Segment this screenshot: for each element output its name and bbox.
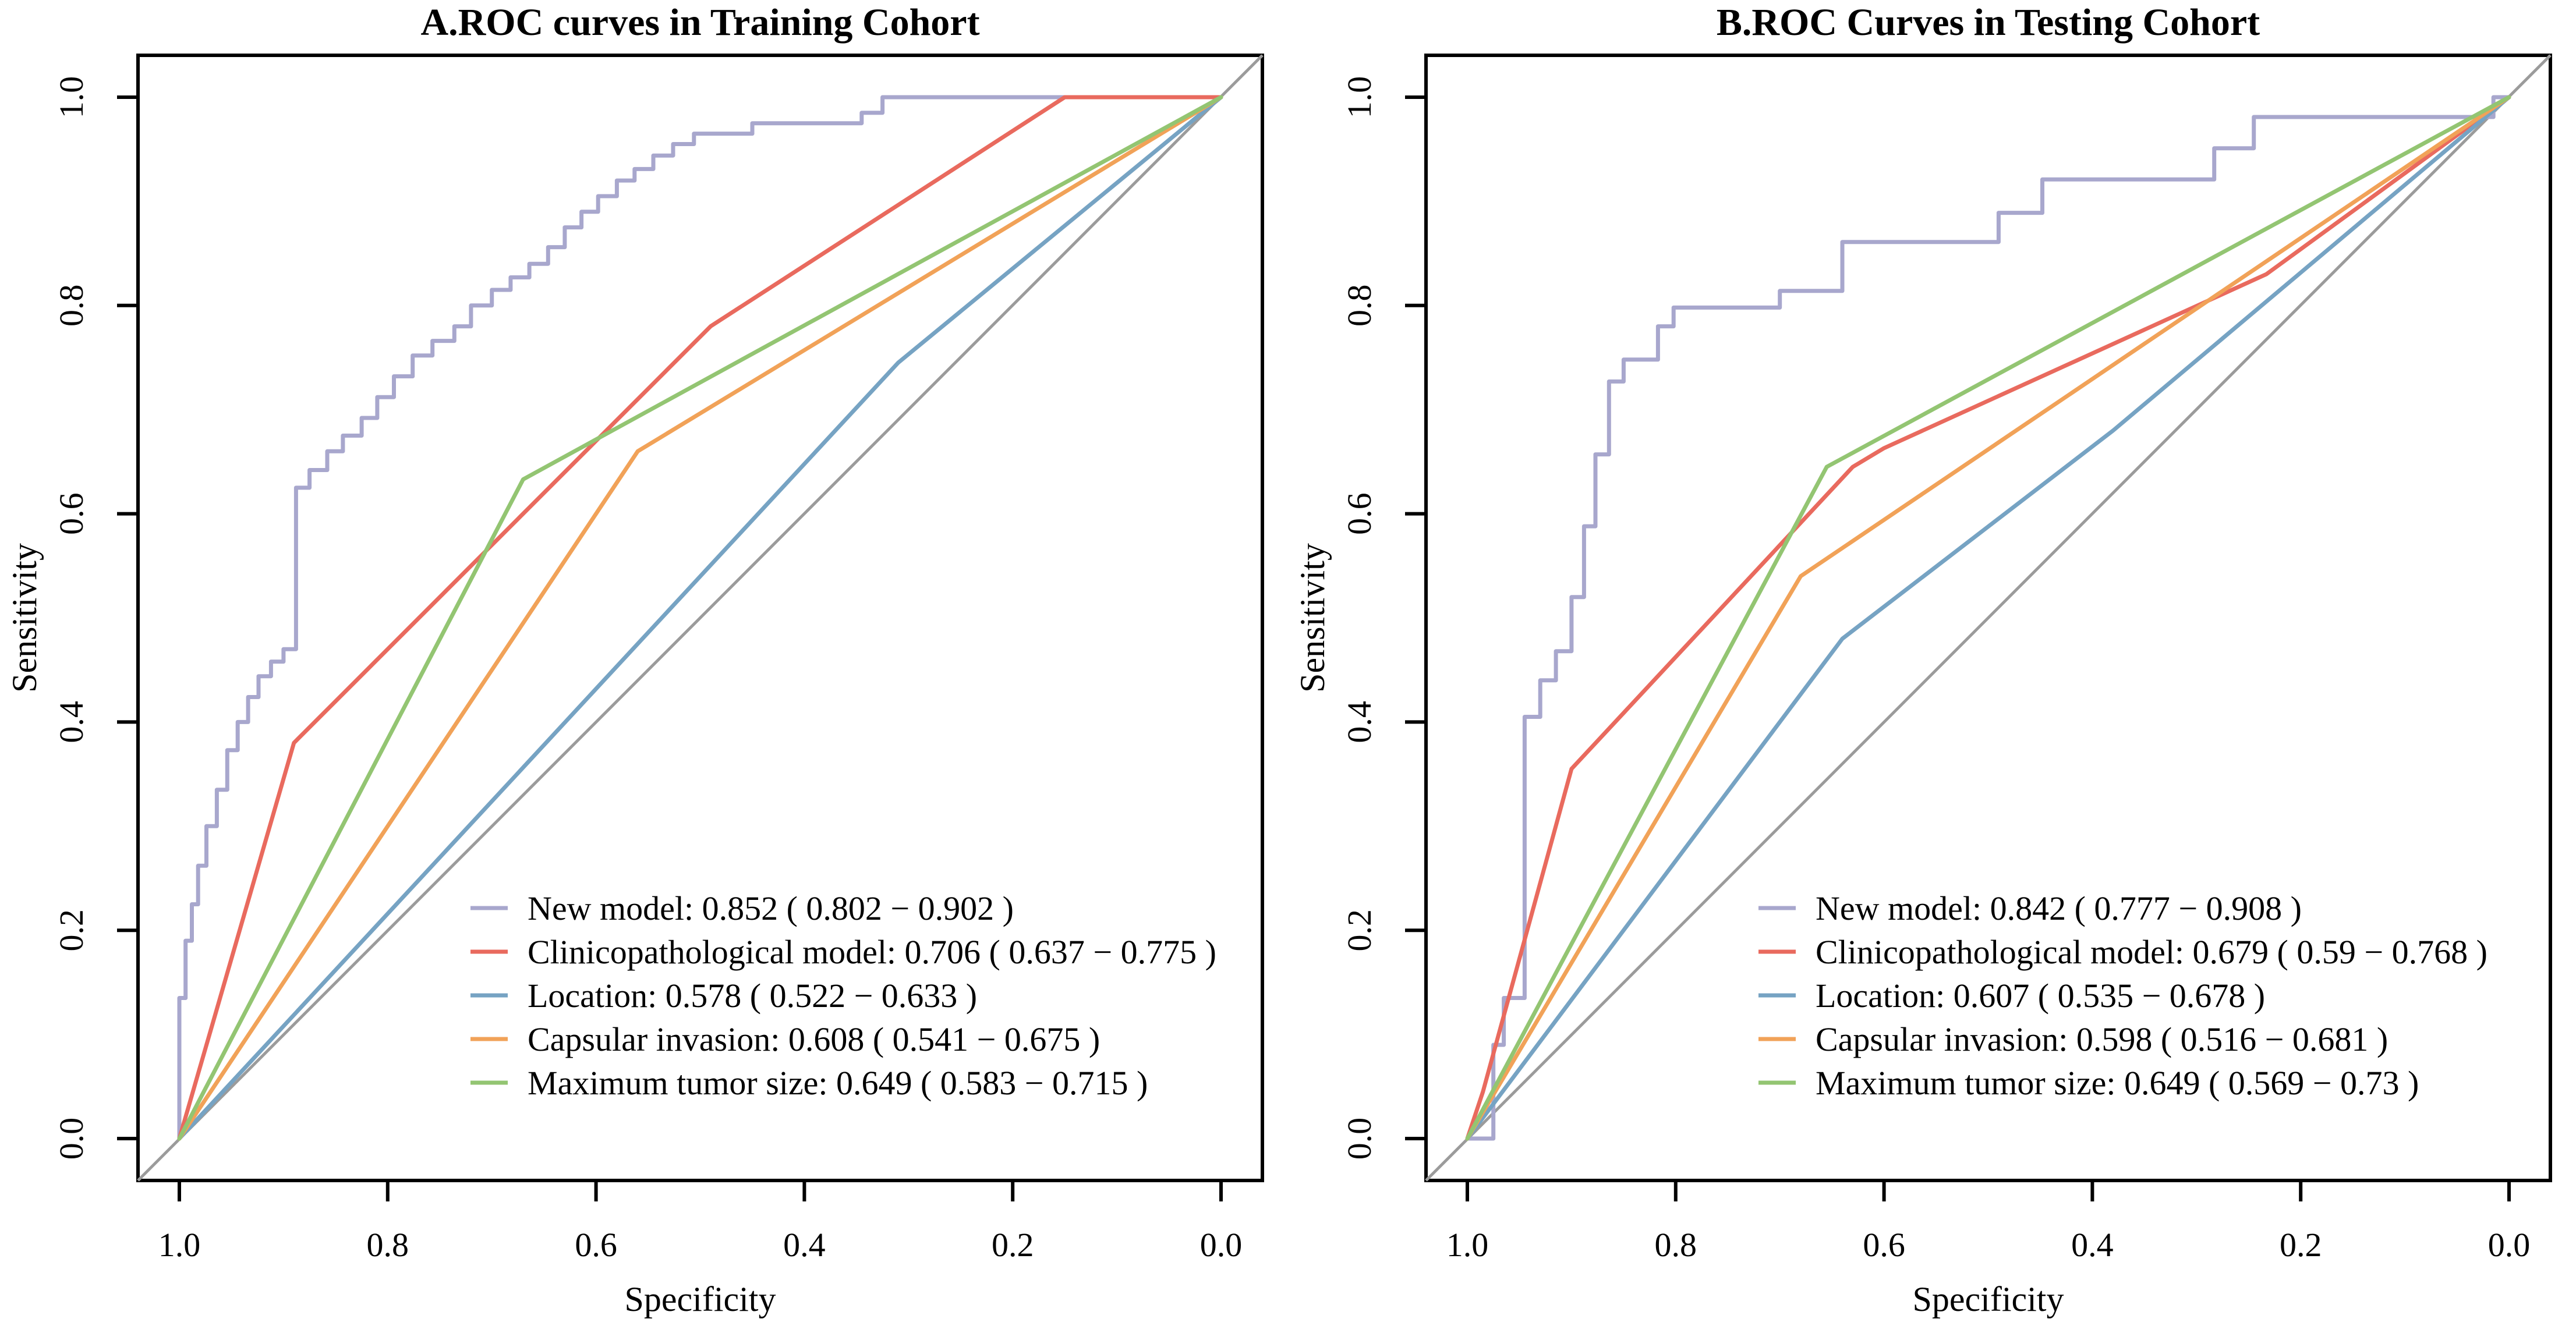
legend-entry: Clinicopathological model: 0.679 ( 0.59 …	[1816, 933, 2487, 971]
plot-box	[136, 54, 1264, 1182]
legend-entry: Clinicopathological model: 0.706 ( 0.637…	[528, 933, 1216, 971]
x-tick-label: 1.0	[1446, 1226, 1489, 1264]
x-tick-label: 0.8	[1655, 1226, 1697, 1264]
legend-entry: New model: 0.842 ( 0.777 − 0.908 )	[1816, 889, 2302, 927]
legend-entry: Maximum tumor size: 0.649 ( 0.569 − 0.73…	[1816, 1064, 2419, 1102]
y-tick-label: 0.6	[1340, 492, 1378, 535]
y-tick-label: 0.8	[1340, 285, 1378, 327]
roc-curve-new-model	[1465, 95, 2511, 1141]
x-tick-label: 0.0	[2488, 1226, 2531, 1264]
x-axis-label: Specificity	[625, 1280, 776, 1318]
roc-curve-location	[177, 95, 1223, 1141]
legend-entry: Capsular invasion: 0.598 ( 0.516 − 0.681…	[1816, 1020, 2388, 1058]
y-tick-label: 0.2	[52, 909, 90, 952]
roc-curve-clinicopathological-model	[177, 95, 1223, 1141]
y-tick-label: 1.0	[1340, 76, 1378, 119]
roc-curve-capsular-invasion	[1465, 95, 2511, 1141]
reference-diagonal	[137, 54, 1264, 1182]
legend-entry: New model: 0.852 ( 0.802 − 0.902 )	[528, 889, 1014, 927]
panel-testing-cohort: B.ROC Curves in Testing Cohort 1.0 0.8 0.6 0…	[1288, 0, 2576, 1326]
y-tick-label: 0.4	[1340, 701, 1378, 743]
y-tick-label: 0.6	[52, 492, 90, 535]
x-tick-label: 0.4	[2071, 1226, 2114, 1264]
reference-diagonal	[1425, 54, 2552, 1182]
y-tick-label: 1.0	[52, 76, 90, 119]
y-tick-label: 0.0	[1340, 1118, 1378, 1160]
legend-entry: Location: 0.578 ( 0.522 − 0.633 )	[528, 977, 977, 1015]
x-axis-label: Specificity	[1913, 1280, 2064, 1318]
y-tick-label: 0.2	[1340, 909, 1378, 952]
legend-entry: Location: 0.607 ( 0.535 − 0.678 )	[1816, 977, 2265, 1015]
legend-entry: Capsular invasion: 0.608 ( 0.541 − 0.675…	[528, 1020, 1100, 1058]
x-tick-label: 0.2	[992, 1226, 1034, 1264]
roc-curve-capsular-invasion	[177, 95, 1223, 1141]
plot-box	[1424, 54, 2552, 1182]
y-axis-label: Sensitivity	[5, 543, 44, 693]
x-tick-label: 0.4	[783, 1226, 826, 1264]
chart-title: A.ROC curves in Training Cohort	[420, 1, 979, 44]
roc-curve-location	[1465, 95, 2511, 1141]
x-tick-label: 0.8	[367, 1226, 409, 1264]
x-tick-label: 0.2	[2280, 1226, 2322, 1264]
y-tick-label: 0.0	[52, 1118, 90, 1160]
roc-curve-new-model	[177, 95, 1223, 1141]
legend-entry: Maximum tumor size: 0.649 ( 0.583 − 0.71…	[528, 1064, 1148, 1102]
x-tick-label: 0.6	[575, 1226, 617, 1264]
y-tick-label: 0.4	[52, 701, 90, 743]
chart-title: B.ROC Curves in Testing Cohort	[1717, 1, 2260, 44]
x-tick-label: 1.0	[158, 1226, 201, 1264]
roc-curve-maximum-tumor-size	[1465, 95, 2511, 1141]
y-tick-label: 0.8	[52, 285, 90, 327]
roc-chart-training: A.ROC curves in Training Cohort 1.0 0.8 0.6…	[5, 1, 1264, 1318]
panel-training-cohort: A.ROC curves in Training Cohort 1.0 0.8 0.6…	[5, 1, 1264, 1318]
x-tick-label: 0.6	[1863, 1226, 1905, 1264]
roc-curve-clinicopathological-model	[1465, 95, 2511, 1141]
x-tick-label: 0.0	[1200, 1226, 1243, 1264]
roc-chart-testing: B.ROC Curves in Testing Cohort 1.0 0.8 0.6 0…	[1293, 1, 2552, 1318]
y-axis-label: Sensitivity	[1293, 543, 1332, 693]
roc-curve-maximum-tumor-size	[177, 95, 1223, 1141]
